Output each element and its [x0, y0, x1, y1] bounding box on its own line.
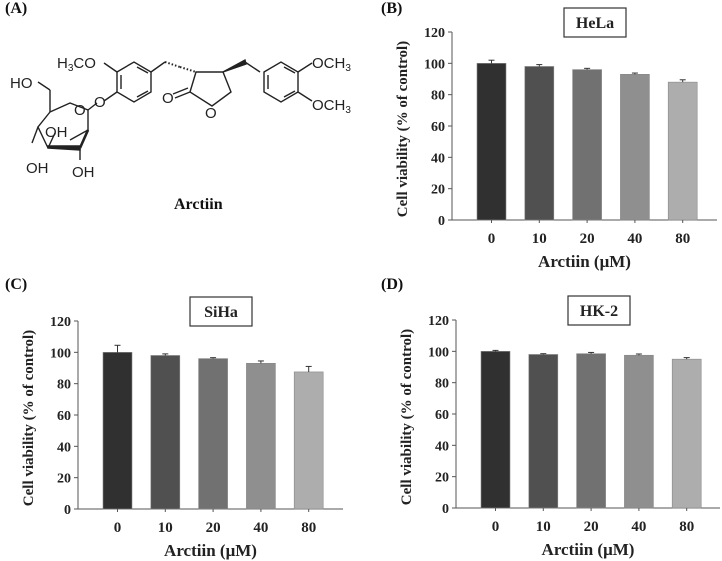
bar [480, 351, 511, 509]
bar [524, 66, 555, 221]
chem-label-och3-2: OCH3 [312, 97, 351, 116]
x-tick-label: 10 [536, 519, 551, 535]
bar [246, 362, 276, 510]
bar [198, 358, 228, 510]
bar [528, 354, 559, 509]
y-tick-label: 100 [50, 346, 71, 361]
x-tick-label: 40 [253, 520, 268, 536]
bar [671, 358, 702, 509]
y-tick-label: 120 [50, 315, 71, 330]
arctiin-structure-diagram: H3CO HO O O OH OH OH O O OCH3 OCH3 [10, 55, 351, 181]
x-tick-label: 80 [675, 231, 690, 247]
y-tick-label: 60 [435, 408, 449, 423]
chem-label-ho: HO [10, 75, 33, 92]
panel-label-a: (A) [5, 0, 28, 17]
y-tick-label: 120 [424, 26, 445, 41]
y-tick-label: 0 [438, 214, 445, 229]
y-tick-label: 80 [435, 377, 449, 392]
x-axis-label: Arctiin (μM) [164, 541, 257, 560]
bar [102, 352, 133, 510]
chart-title: SiHa [204, 304, 238, 321]
compound-name: Arctiin [174, 196, 223, 213]
chart-title: HeLa [576, 15, 614, 32]
chem-label-o-link: O [94, 94, 106, 111]
x-tick-label: 20 [584, 519, 599, 535]
bar [620, 74, 650, 221]
x-tick-label: 80 [679, 519, 694, 535]
chart-title-box [567, 295, 631, 326]
chart-group: 0 20 40 60 80 100 120 0 10 20 40 80 Arctiin (μM) Cell… [395, 7, 717, 271]
x-tick-label: 20 [580, 231, 595, 247]
chem-label-oh-3: OH [72, 164, 95, 181]
y-tick-label: 0 [442, 502, 449, 517]
bar [576, 353, 606, 509]
y-tick-label: 120 [428, 314, 449, 329]
y-axis-label: Cell viability (% of control) [399, 329, 415, 505]
x-tick-label: 0 [114, 520, 122, 536]
y-tick-label: 40 [431, 151, 445, 166]
chart-title-box [189, 296, 253, 327]
chem-label-oh-1: OH [45, 124, 68, 141]
chem-label-och3-1: OCH3 [312, 55, 351, 74]
y-tick-label: 80 [431, 89, 445, 104]
bar [476, 63, 507, 221]
chart-group: 0 20 40 60 80 100 120 0 10 20 40 80 Arctiin (μM) Cell… [21, 296, 343, 560]
x-tick-label: 10 [158, 520, 173, 536]
y-tick-label: 100 [428, 345, 449, 360]
y-axis-label: Cell viability (% of control) [395, 41, 411, 217]
panel-label-d: (D) [381, 276, 404, 293]
y-tick-label: 60 [57, 409, 71, 424]
y-tick-label: 0 [64, 503, 71, 518]
y-tick-label: 80 [57, 378, 71, 393]
x-tick-label: 10 [532, 231, 547, 247]
y-tick-label: 20 [431, 183, 445, 198]
chem-label-o-ring: O [74, 102, 86, 119]
chart-title: HK-2 [580, 303, 618, 320]
x-tick-label: 40 [627, 231, 642, 247]
chem-label-oh-2: OH [26, 160, 49, 177]
x-tick-label: 80 [301, 520, 316, 536]
bar [624, 354, 654, 509]
y-tick-label: 60 [431, 120, 445, 135]
x-axis-label: Arctiin (μM) [542, 540, 635, 559]
y-tick-label: 40 [435, 439, 449, 454]
x-tick-label: 20 [206, 520, 221, 536]
chem-label-lactone-o: O [205, 105, 217, 122]
y-tick-label: 20 [57, 472, 71, 487]
y-tick-label: 100 [424, 57, 445, 72]
chart-title-box [563, 7, 627, 38]
x-tick-label: 40 [631, 519, 646, 535]
panel-label-b: (B) [381, 0, 403, 17]
x-tick-label: 0 [488, 231, 496, 247]
chem-label-h3co: H3CO [57, 55, 96, 74]
y-tick-label: 20 [435, 471, 449, 486]
x-axis-label: Arctiin (μM) [538, 252, 631, 271]
bar [667, 81, 698, 221]
y-tick-label: 40 [57, 440, 71, 455]
panel-label-c: (C) [5, 276, 28, 293]
y-axis-label: Cell viability (% of control) [21, 330, 37, 506]
chem-label-carbonyl-o: O [162, 90, 174, 107]
chart-group: 0 20 40 60 80 100 120 0 10 20 40 80 Arctiin (μM) Cell… [399, 295, 720, 559]
x-tick-label: 0 [492, 519, 500, 535]
